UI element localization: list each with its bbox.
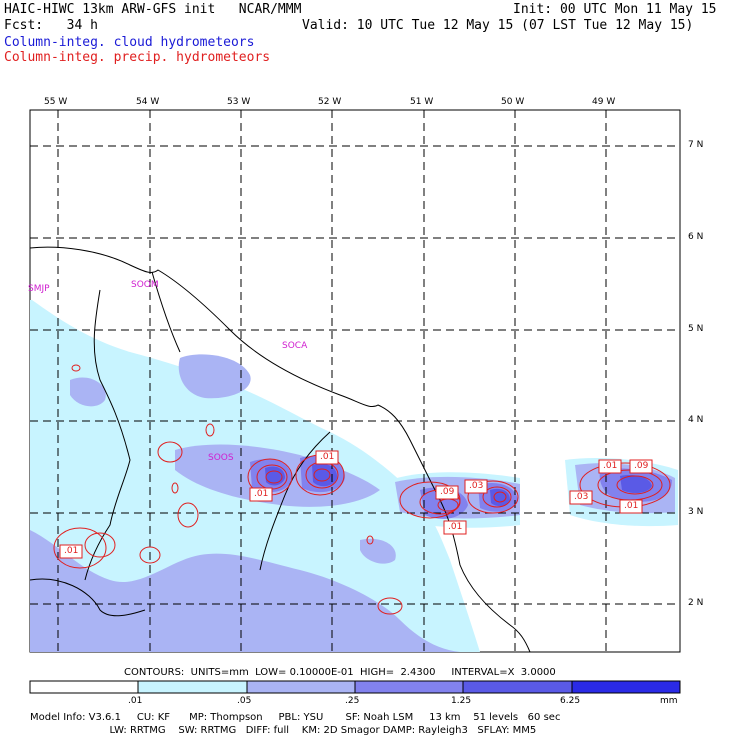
lat-label: 6 N [688, 232, 704, 242]
lon-label: 55 W [44, 97, 68, 107]
init-time: Init: 00 UTC Mon 11 May 15 [513, 2, 717, 17]
contour-label: .01 [624, 501, 639, 511]
contour-label: .01 [320, 452, 335, 462]
lat-label: 5 N [688, 324, 704, 334]
run-title: HAIC-HIWC 13km ARW-GFS init NCAR/MMM [4, 2, 302, 17]
lat-label: 7 N [688, 140, 704, 150]
model-info-line1: Model Info: V3.6.1 CU: KF MP: Thompson P… [30, 712, 561, 723]
place-label: SOCA [282, 341, 308, 351]
contour-label: .03 [574, 492, 589, 502]
cloud-shading [30, 300, 678, 652]
contour-label: .09 [634, 461, 649, 471]
colorbar-tick: .25 [345, 696, 360, 706]
colorbar-tick: .05 [237, 696, 252, 706]
lon-label: 52 W [318, 97, 342, 107]
model-info-line2: LW: RRTMG SW: RRTMG DIFF: full KM: 2D Sm… [30, 725, 537, 736]
lon-label: 51 W [410, 97, 434, 107]
contour-label: .01 [448, 522, 463, 532]
place-label: SOOS [208, 453, 234, 463]
valid-time: Valid: 10 UTC Tue 12 May 15 (07 LST Tue … [302, 18, 694, 33]
contour-label-boxes [59, 450, 653, 559]
contour-label: .09 [440, 487, 455, 497]
lat-label: 4 N [688, 415, 704, 425]
legend-cloud: Column-integ. cloud hydrometeors [4, 35, 255, 50]
colorbar-tick: .01 [128, 696, 143, 706]
lon-label: 53 W [227, 97, 251, 107]
contour-label: .03 [469, 481, 484, 491]
lon-label: 50 W [501, 97, 525, 107]
colorbar-tick: 6.25 [560, 696, 581, 706]
contour-label: .01 [603, 461, 618, 471]
colorbar-tick: 1.25 [451, 696, 472, 706]
lon-label: 54 W [136, 97, 160, 107]
lat-lon-grid [30, 110, 680, 652]
place-label: SMJP [28, 284, 50, 294]
lon-label: 49 W [592, 97, 616, 107]
place-label: SOOM [131, 280, 159, 290]
contour-label: .01 [254, 489, 269, 499]
lat-label: 2 N [688, 598, 704, 608]
contour-label: .01 [64, 546, 79, 556]
legend-precip: Column-integ. precip. hydrometeors [4, 50, 271, 65]
forecast-hour: Fcst: 34 h [4, 18, 98, 33]
contour-info: CONTOURS: UNITS=mm LOW= 0.10000E-01 HIGH… [124, 667, 556, 678]
colorbar-unit: mm [660, 696, 678, 706]
colorbar [29, 680, 681, 694]
lat-label: 3 N [688, 507, 704, 517]
